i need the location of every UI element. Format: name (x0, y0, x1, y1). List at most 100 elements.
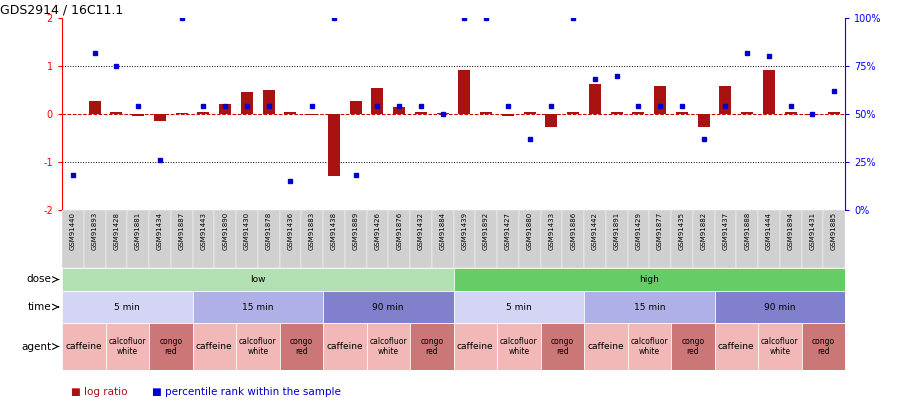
Bar (741, 112, 753, 114)
Bar (480, 112, 492, 114)
Text: GSM91435: GSM91435 (679, 212, 685, 250)
Text: GSM91894: GSM91894 (788, 212, 794, 250)
Text: GSM91892: GSM91892 (483, 212, 489, 250)
Bar (280, 210, 302, 268)
Text: 90 min: 90 min (764, 303, 796, 311)
Text: GSM91438: GSM91438 (331, 212, 337, 250)
Bar (62, 323, 105, 370)
Text: GSM91426: GSM91426 (374, 212, 381, 250)
Text: caffeine: caffeine (196, 342, 232, 351)
Bar (606, 210, 627, 268)
Bar (241, 92, 253, 114)
Bar (284, 112, 296, 114)
Bar (193, 291, 323, 323)
Text: calcofluor
white: calcofluor white (500, 337, 537, 356)
Bar (828, 112, 840, 114)
Bar (610, 112, 623, 114)
Text: time: time (28, 302, 51, 312)
Bar (219, 104, 231, 114)
Text: GSM91889: GSM91889 (353, 212, 358, 250)
Bar (715, 323, 758, 370)
Text: congo
red: congo red (681, 337, 705, 356)
Bar (497, 323, 541, 370)
Bar (366, 323, 410, 370)
Bar (693, 210, 715, 268)
Bar (736, 210, 758, 268)
Bar (518, 210, 541, 268)
Text: agent: agent (21, 341, 51, 352)
Bar (785, 112, 796, 114)
Bar (349, 100, 362, 114)
Bar (214, 210, 236, 268)
Bar (584, 323, 627, 370)
Text: caffeine: caffeine (327, 342, 363, 351)
Bar (824, 210, 845, 268)
Bar (779, 210, 802, 268)
Bar (584, 291, 715, 323)
Text: GSM91893: GSM91893 (92, 212, 97, 250)
Bar (541, 210, 562, 268)
Text: calcofluor
white: calcofluor white (369, 337, 407, 356)
Bar (154, 114, 166, 121)
Bar (719, 86, 732, 114)
Text: GSM91430: GSM91430 (244, 212, 250, 250)
Text: calcofluor
white: calcofluor white (238, 337, 276, 356)
Bar (302, 210, 323, 268)
Bar (410, 323, 454, 370)
Bar (541, 323, 584, 370)
Bar (197, 112, 210, 114)
Text: congo
red: congo red (159, 337, 183, 356)
Bar (671, 210, 693, 268)
Bar (345, 210, 366, 268)
Bar (193, 210, 214, 268)
Bar (497, 210, 518, 268)
Bar (676, 112, 688, 114)
Text: GSM91887: GSM91887 (178, 212, 184, 250)
Text: calcofluor
white: calcofluor white (760, 337, 798, 356)
Text: GSM91886: GSM91886 (570, 212, 576, 250)
Text: 5 min: 5 min (114, 303, 140, 311)
Bar (806, 114, 818, 115)
Bar (458, 70, 471, 114)
Text: GSM91437: GSM91437 (723, 212, 728, 250)
Text: GSM91888: GSM91888 (744, 212, 750, 250)
Text: congo
red: congo red (420, 337, 444, 356)
Text: GSM91439: GSM91439 (462, 212, 467, 250)
Bar (671, 323, 715, 370)
Bar (280, 323, 323, 370)
Bar (715, 210, 736, 268)
Text: congo
red: congo red (812, 337, 835, 356)
Text: GSM91881: GSM91881 (135, 212, 141, 250)
Bar (263, 90, 274, 114)
Text: ■ percentile rank within the sample: ■ percentile rank within the sample (152, 387, 341, 397)
Text: GSM91442: GSM91442 (592, 212, 598, 249)
Text: calcofluor
white: calcofluor white (108, 337, 146, 356)
Bar (584, 210, 606, 268)
Bar (715, 291, 845, 323)
Bar (176, 113, 187, 114)
Bar (393, 107, 405, 114)
Bar (127, 210, 149, 268)
Bar (193, 323, 236, 370)
Text: caffeine: caffeine (588, 342, 624, 351)
Text: GSM91882: GSM91882 (700, 212, 706, 250)
Bar (758, 323, 802, 370)
Bar (388, 210, 410, 268)
Text: GSM91878: GSM91878 (266, 212, 272, 250)
Text: congo
red: congo red (290, 337, 313, 356)
Bar (372, 87, 383, 114)
Bar (454, 323, 497, 370)
Bar (802, 210, 824, 268)
Bar (306, 114, 318, 115)
Text: GSM91433: GSM91433 (548, 212, 554, 250)
Text: GSM91891: GSM91891 (614, 212, 619, 250)
Text: congo
red: congo red (551, 337, 574, 356)
Bar (649, 210, 671, 268)
Text: GSM91880: GSM91880 (526, 212, 533, 250)
Bar (802, 323, 845, 370)
Text: ■ log ratio: ■ log ratio (71, 387, 128, 397)
Text: low: low (250, 275, 266, 284)
Bar (475, 210, 497, 268)
Text: 15 min: 15 min (242, 303, 274, 311)
Bar (132, 114, 144, 116)
